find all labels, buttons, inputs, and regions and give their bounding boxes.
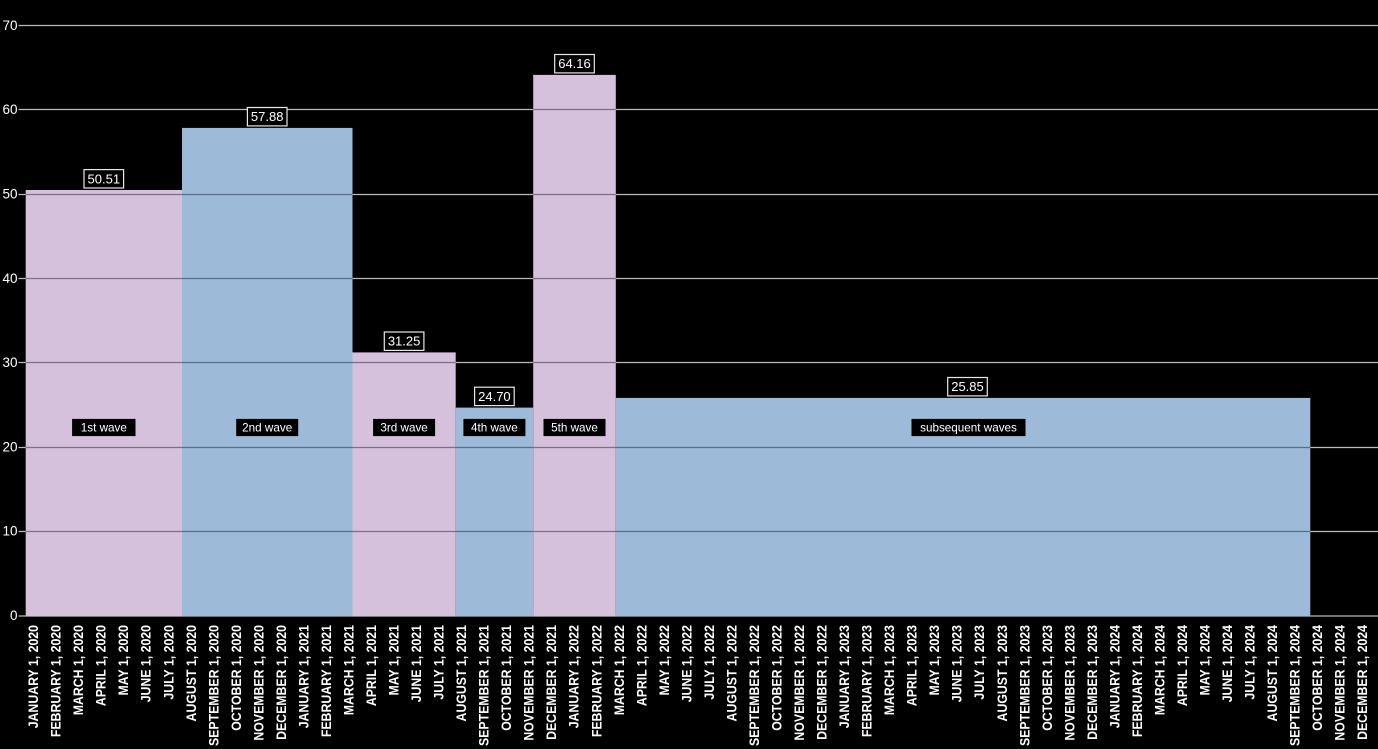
svg-text:AUGUST 1, 2020: AUGUST 1, 2020 — [183, 625, 199, 721]
svg-text:MARCH 1, 2020: MARCH 1, 2020 — [70, 625, 86, 715]
svg-text:31.25: 31.25 — [388, 334, 421, 349]
svg-text:DECEMBER 1, 2021: DECEMBER 1, 2021 — [543, 625, 559, 740]
svg-text:MARCH 1, 2022: MARCH 1, 2022 — [611, 625, 627, 715]
svg-text:OCTOBER 1, 2021: OCTOBER 1, 2021 — [498, 625, 514, 731]
svg-text:SEPTEMBER 1, 2022: SEPTEMBER 1, 2022 — [746, 625, 762, 746]
svg-text:NOVEMBER 1, 2023: NOVEMBER 1, 2023 — [1062, 625, 1078, 741]
svg-text:NOVEMBER 1, 2021: NOVEMBER 1, 2021 — [521, 625, 537, 741]
svg-text:SEPTEMBER 1, 2024: SEPTEMBER 1, 2024 — [1287, 624, 1303, 746]
svg-text:AUGUST 1, 2022: AUGUST 1, 2022 — [724, 625, 740, 721]
svg-text:JUNE 1, 2023: JUNE 1, 2023 — [949, 625, 965, 702]
svg-text:24.70: 24.70 — [478, 389, 511, 404]
svg-text:MARCH 1, 2023: MARCH 1, 2023 — [881, 625, 897, 715]
svg-text:JULY 1, 2024: JULY 1, 2024 — [1242, 624, 1258, 699]
svg-text:MARCH 1, 2021: MARCH 1, 2021 — [341, 625, 357, 715]
svg-text:70: 70 — [2, 18, 17, 33]
svg-text:DECEMBER 1, 2023: DECEMBER 1, 2023 — [1084, 625, 1100, 740]
svg-text:FEBRUARY 1, 2021: FEBRUARY 1, 2021 — [318, 625, 334, 737]
svg-text:25.85: 25.85 — [951, 379, 984, 394]
svg-text:JULY 1, 2021: JULY 1, 2021 — [431, 625, 447, 700]
svg-text:APRIL 1, 2021: APRIL 1, 2021 — [363, 625, 379, 706]
svg-text:APRIL 1, 2024: APRIL 1, 2024 — [1174, 624, 1190, 706]
svg-text:JUNE 1, 2021: JUNE 1, 2021 — [408, 625, 424, 702]
svg-text:64.16: 64.16 — [558, 56, 591, 71]
svg-text:MAY 1, 2021: MAY 1, 2021 — [386, 625, 402, 695]
svg-text:JANUARY 1, 2022: JANUARY 1, 2022 — [566, 625, 582, 728]
svg-text:FEBRUARY 1, 2022: FEBRUARY 1, 2022 — [589, 625, 605, 737]
svg-text:57.88: 57.88 — [251, 109, 284, 124]
svg-text:JUNE 1, 2020: JUNE 1, 2020 — [138, 625, 154, 702]
svg-text:SEPTEMBER 1, 2020: SEPTEMBER 1, 2020 — [206, 625, 222, 746]
svg-text:MAY 1, 2020: MAY 1, 2020 — [115, 625, 131, 695]
svg-text:DECEMBER 1, 2022: DECEMBER 1, 2022 — [814, 625, 830, 740]
svg-text:OCTOBER 1, 2024: OCTOBER 1, 2024 — [1309, 624, 1325, 730]
svg-text:4th wave: 4th wave — [471, 422, 518, 435]
svg-text:0: 0 — [10, 608, 18, 623]
svg-text:JANUARY 1, 2021: JANUARY 1, 2021 — [296, 625, 312, 728]
svg-text:MARCH 1, 2024: MARCH 1, 2024 — [1152, 624, 1168, 715]
svg-text:MAY 1, 2024: MAY 1, 2024 — [1197, 624, 1213, 695]
svg-text:NOVEMBER 1, 2022: NOVEMBER 1, 2022 — [791, 625, 807, 741]
svg-text:FEBRUARY 1, 2024: FEBRUARY 1, 2024 — [1129, 624, 1145, 737]
svg-text:JANUARY 1, 2024: JANUARY 1, 2024 — [1107, 624, 1123, 728]
svg-text:50: 50 — [2, 187, 17, 202]
svg-text:20: 20 — [2, 439, 17, 454]
svg-text:60: 60 — [2, 102, 17, 117]
svg-text:5th wave: 5th wave — [551, 422, 598, 435]
svg-text:FEBRUARY 1, 2020: FEBRUARY 1, 2020 — [48, 625, 64, 737]
svg-text:AUGUST 1, 2021: AUGUST 1, 2021 — [453, 625, 469, 721]
svg-text:JANUARY 1, 2023: JANUARY 1, 2023 — [836, 625, 852, 728]
svg-text:MAY 1, 2023: MAY 1, 2023 — [926, 625, 942, 695]
svg-text:JULY 1, 2022: JULY 1, 2022 — [701, 625, 717, 700]
svg-text:JULY 1, 2023: JULY 1, 2023 — [971, 625, 987, 700]
svg-text:30: 30 — [2, 355, 17, 370]
svg-text:DECEMBER 1, 2024: DECEMBER 1, 2024 — [1354, 624, 1370, 740]
svg-text:MAY 1, 2022: MAY 1, 2022 — [656, 625, 672, 695]
svg-text:SEPTEMBER 1, 2021: SEPTEMBER 1, 2021 — [476, 625, 492, 746]
svg-text:3rd wave: 3rd wave — [380, 422, 427, 435]
svg-text:50.51: 50.51 — [88, 171, 121, 186]
svg-text:JUNE 1, 2022: JUNE 1, 2022 — [679, 625, 695, 702]
svg-text:APRIL 1, 2023: APRIL 1, 2023 — [904, 625, 920, 706]
svg-text:FEBRUARY 1, 2023: FEBRUARY 1, 2023 — [859, 625, 875, 737]
svg-text:1st wave: 1st wave — [81, 422, 127, 435]
svg-text:NOVEMBER 1, 2020: NOVEMBER 1, 2020 — [251, 625, 267, 741]
svg-text:APRIL 1, 2020: APRIL 1, 2020 — [93, 625, 109, 706]
svg-text:NOVEMBER 1, 2024: NOVEMBER 1, 2024 — [1332, 624, 1348, 740]
svg-text:10: 10 — [2, 524, 17, 539]
svg-text:AUGUST 1, 2024: AUGUST 1, 2024 — [1264, 624, 1280, 721]
svg-text:DECEMBER 1, 2020: DECEMBER 1, 2020 — [273, 625, 289, 740]
svg-text:subsequent waves: subsequent waves — [920, 422, 1017, 435]
svg-text:40: 40 — [2, 271, 17, 286]
svg-text:2nd wave: 2nd wave — [242, 422, 292, 435]
svg-text:AUGUST 1, 2023: AUGUST 1, 2023 — [994, 625, 1010, 721]
svg-text:OCTOBER 1, 2020: OCTOBER 1, 2020 — [228, 625, 244, 731]
svg-text:APRIL 1, 2022: APRIL 1, 2022 — [634, 625, 650, 706]
svg-text:OCTOBER 1, 2023: OCTOBER 1, 2023 — [1039, 625, 1055, 731]
svg-text:OCTOBER 1, 2022: OCTOBER 1, 2022 — [769, 625, 785, 731]
svg-text:JANUARY 1, 2020: JANUARY 1, 2020 — [25, 625, 41, 728]
svg-text:JULY 1, 2020: JULY 1, 2020 — [161, 625, 177, 700]
svg-text:JUNE 1, 2024: JUNE 1, 2024 — [1219, 624, 1235, 702]
svg-text:SEPTEMBER 1, 2023: SEPTEMBER 1, 2023 — [1017, 625, 1033, 746]
